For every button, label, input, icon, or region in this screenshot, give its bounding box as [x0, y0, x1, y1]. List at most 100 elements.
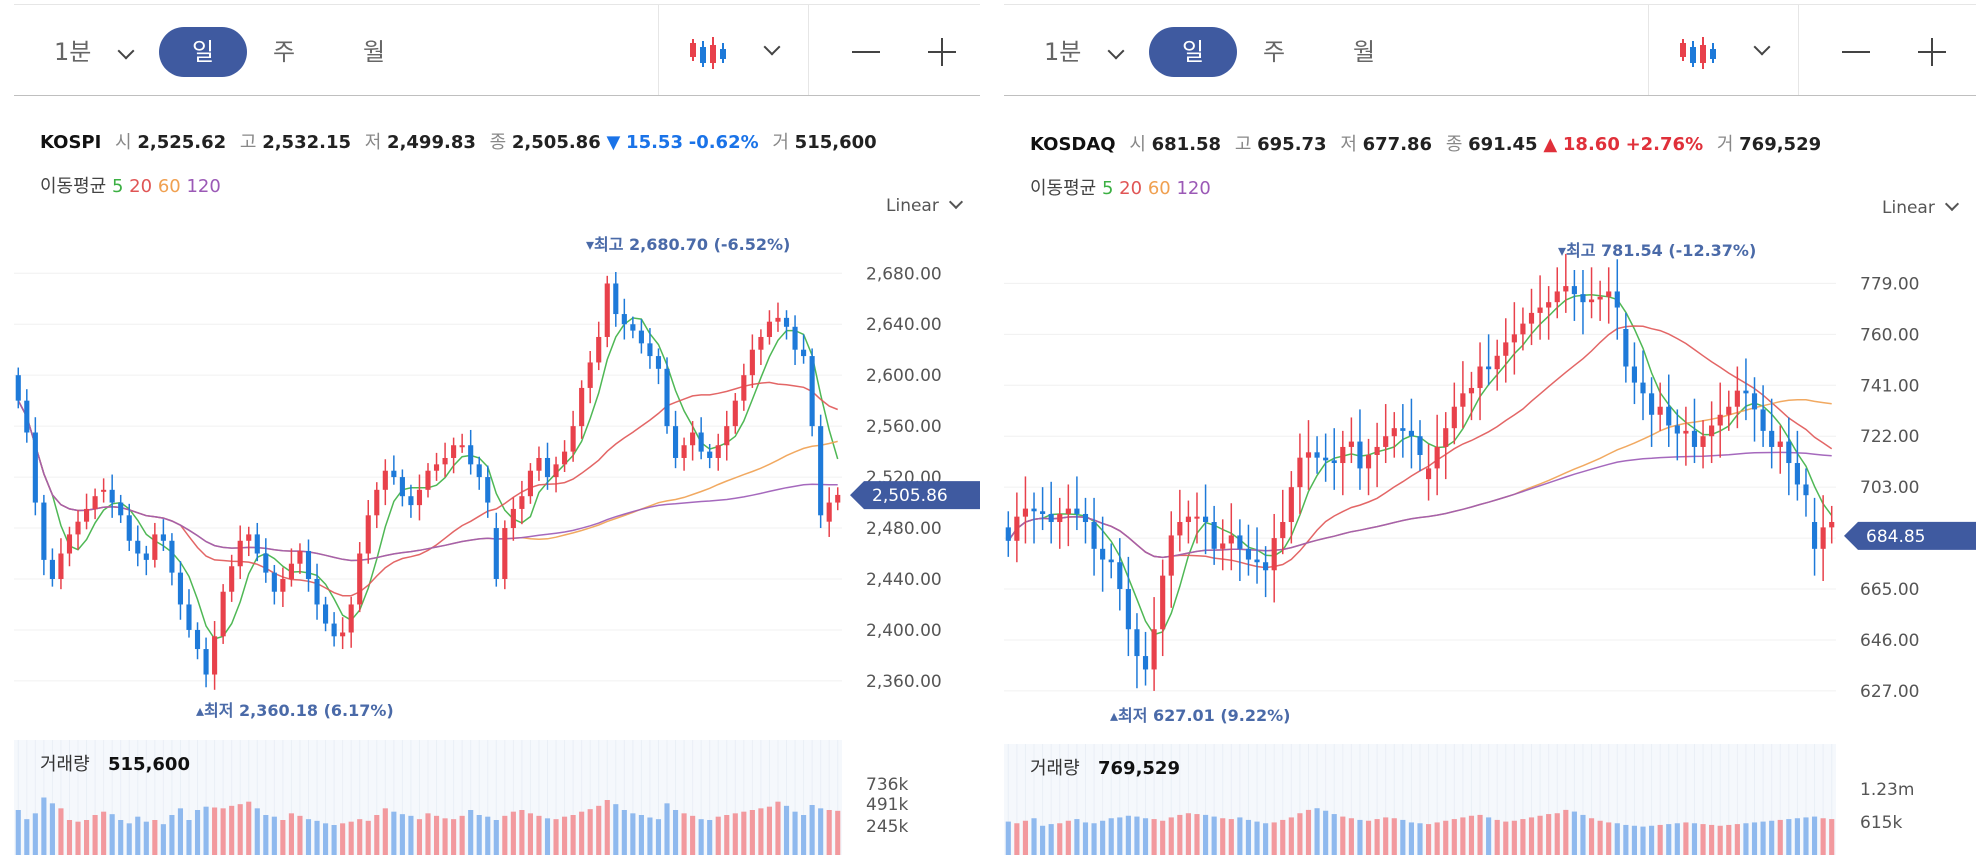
volume-bar [1280, 819, 1286, 855]
candle-body [1323, 457, 1329, 461]
volume-bar [374, 815, 380, 855]
change-value: 15.53 [626, 132, 683, 153]
volume-bar [1228, 819, 1234, 855]
candle-body [1391, 428, 1397, 437]
volume-bar [323, 823, 329, 855]
candle-body [1211, 522, 1217, 549]
volume-bar [408, 815, 414, 855]
volume-bar [621, 810, 627, 855]
volume-bar [1348, 818, 1354, 855]
tab-week[interactable]: 주 [1262, 38, 1286, 66]
candle-body [587, 362, 593, 388]
volume-bar [391, 811, 397, 855]
volume-bar [1297, 813, 1303, 855]
chart-toolbar: 1분 일 주 월 [14, 4, 980, 96]
tab-day[interactable]: 일 [159, 27, 247, 77]
scale-dropdown[interactable]: Linear [1882, 196, 1959, 218]
y-tick-label: 760.00 [1860, 325, 1919, 345]
tab-day[interactable]: 일 [1149, 27, 1237, 77]
volume-bar [613, 804, 619, 855]
volume-tick-label: 1.23m [1860, 780, 1914, 800]
candle-body [1082, 513, 1089, 523]
candle-body [1443, 428, 1449, 447]
candle-body [297, 550, 303, 564]
volume-bar [1142, 818, 1149, 855]
candle-body [1786, 441, 1792, 464]
tab-month[interactable]: 월 [1352, 38, 1376, 66]
kosdaq-chart[interactable]: 779.00760.00741.00722.00703.00684.00665.… [996, 0, 1976, 857]
volume-bar [212, 807, 218, 855]
volume-bar [1031, 818, 1037, 855]
zoom-out-icon[interactable] [852, 51, 880, 53]
candle-body [1554, 291, 1560, 303]
toolbar-divider [658, 5, 659, 95]
ma-60[interactable]: 60 [1147, 178, 1171, 199]
tab-week[interactable]: 주 [272, 38, 296, 66]
volume-bar [1391, 818, 1397, 855]
volume-bar [1563, 809, 1569, 855]
ma-120[interactable]: 120 [1176, 178, 1211, 199]
volume-bar [1160, 820, 1166, 855]
candle-body [1520, 323, 1526, 335]
ma-20[interactable]: 20 [129, 176, 153, 197]
volume-bar [587, 809, 593, 855]
interval-dropdown[interactable]: 1분 [1044, 27, 1134, 77]
candle-body [826, 502, 832, 522]
candle-body [177, 572, 184, 605]
candlestick-icon[interactable] [688, 35, 732, 71]
candle-body [1546, 302, 1552, 308]
volume-bar [118, 820, 124, 855]
candle-body [1751, 393, 1758, 410]
candle-body [203, 649, 209, 675]
y-tick-label: 2,480.00 [866, 519, 942, 539]
candle-body [1331, 460, 1337, 464]
volume-bar [1125, 815, 1131, 855]
volume-bar [1777, 819, 1783, 855]
volume-bar [468, 810, 474, 855]
volume-bar [135, 816, 141, 855]
candle-body [1040, 511, 1046, 514]
candle-body [681, 445, 687, 458]
volume-bar [1323, 810, 1329, 855]
scale-dropdown[interactable]: Linear [886, 194, 963, 216]
y-tick-label: 703.00 [1860, 478, 1919, 498]
volume-bar [1786, 819, 1792, 855]
ma-5[interactable]: 5 [1101, 178, 1114, 199]
ma-5[interactable]: 5 [111, 176, 124, 197]
candle-body [126, 515, 132, 541]
volume-bar [690, 815, 696, 855]
volume-tick-label: 245k [866, 817, 908, 837]
candle-body [1477, 366, 1483, 388]
volume-bar [801, 815, 807, 855]
volume-bar [1022, 820, 1029, 855]
candle-body [655, 356, 662, 369]
ma-60[interactable]: 60 [157, 176, 181, 197]
candle-body [340, 632, 346, 637]
current-price-label: 2,505.86 [872, 486, 948, 506]
candle-body [1314, 452, 1320, 458]
candle-body [186, 604, 192, 630]
candle-body [305, 550, 312, 579]
volume-bar [1263, 823, 1269, 855]
candlestick-icon[interactable] [1678, 35, 1722, 71]
volume-bar [1537, 815, 1543, 855]
volume-bar [1288, 817, 1294, 855]
ma-120[interactable]: 120 [186, 176, 221, 197]
candle-body [109, 489, 115, 503]
volume-panel-value: 769,529 [1098, 758, 1180, 779]
interval-dropdown[interactable]: 1분 [54, 27, 144, 77]
ma-20[interactable]: 20 [1119, 178, 1143, 199]
kospi-chart[interactable]: 2,680.002,640.002,600.002,560.002,520.00… [0, 0, 980, 857]
zoom-out-icon[interactable] [1842, 51, 1870, 53]
volume-bar [416, 819, 423, 855]
volume-bar [681, 813, 687, 855]
candle-body [732, 400, 738, 427]
tab-month[interactable]: 월 [362, 38, 386, 66]
y-tick-label: 627.00 [1860, 682, 1919, 702]
volume-bar [1211, 816, 1217, 855]
candle-body [1340, 446, 1346, 464]
candle-body [314, 578, 320, 605]
candle-body [544, 457, 551, 478]
volume-bar [732, 813, 738, 855]
candle-body [15, 375, 21, 401]
